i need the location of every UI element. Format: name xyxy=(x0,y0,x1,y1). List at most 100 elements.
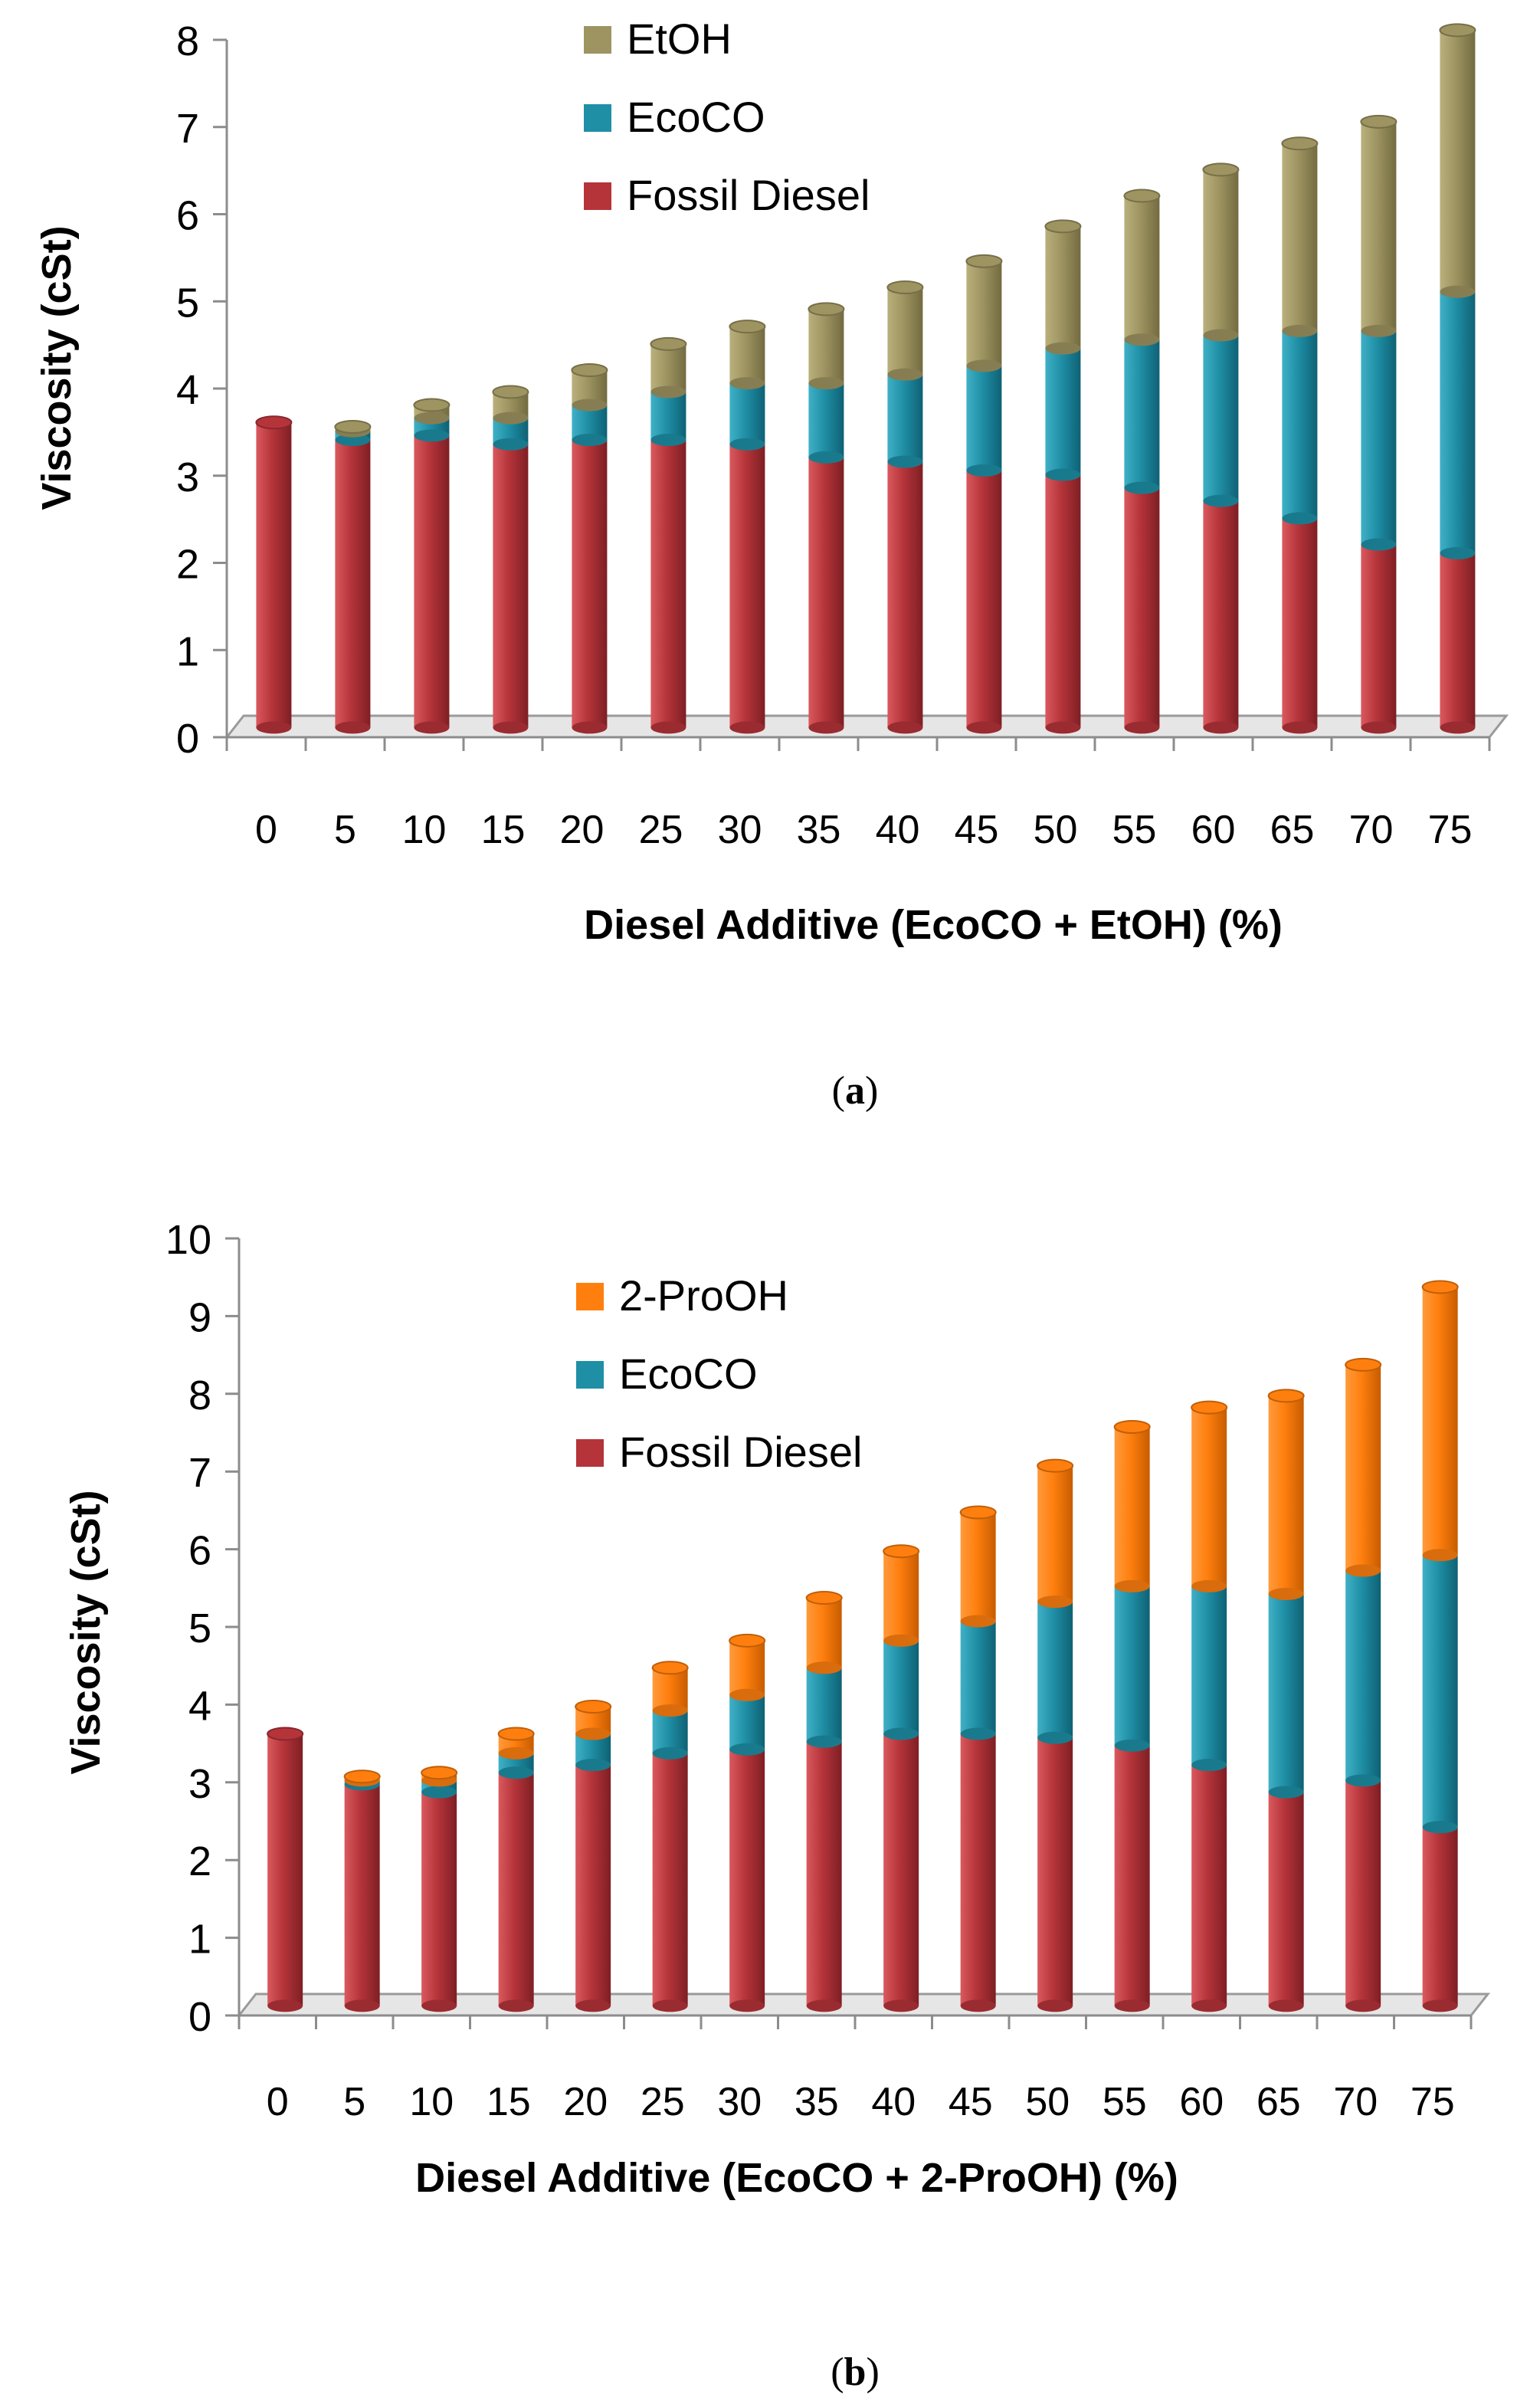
bar-fossil-diesel xyxy=(1203,500,1239,728)
x-tick-label: 70 xyxy=(1333,2080,1378,2124)
bar-cap xyxy=(1360,114,1397,129)
bar-segment-edge xyxy=(652,1746,688,1760)
bar-segment-edge xyxy=(883,1727,919,1740)
bar-2-prooh xyxy=(1268,1396,1304,1594)
bar-fossil-diesel xyxy=(498,1773,534,2006)
y-tick-label: 1 xyxy=(176,628,199,674)
bar-ecoco xyxy=(1361,330,1397,545)
bar-segment-edge xyxy=(414,721,450,734)
x-tick-label: 35 xyxy=(795,2080,839,2124)
bar-segment-edge xyxy=(806,1735,842,1748)
bar-segment-edge xyxy=(1114,1579,1150,1592)
bar-fossil-diesel xyxy=(729,444,765,728)
x-axis-title: Diesel Additive (EcoCO + EtOH) (%) xyxy=(584,902,1283,948)
bar-segment-edge xyxy=(729,721,765,734)
bar-2-prooh xyxy=(729,1640,765,1695)
y-tick-label: 8 xyxy=(176,18,199,64)
legend-label: Fossil Diesel xyxy=(627,171,870,219)
bar-segment-edge xyxy=(493,721,529,734)
bar-cap xyxy=(492,385,529,399)
bar-etoh xyxy=(650,343,686,392)
x-tick-label: 15 xyxy=(481,808,526,852)
bar-ecoco xyxy=(808,383,844,458)
bar-fossil-diesel xyxy=(1422,1827,1458,2006)
bar-segment-edge xyxy=(1114,1999,1150,2012)
bar-segment-edge xyxy=(1268,1587,1304,1600)
bar-segment-edge xyxy=(1191,1759,1227,1772)
bar-segment-edge xyxy=(1045,468,1081,481)
bar-segment-edge xyxy=(966,464,1002,477)
bar-etoh xyxy=(887,287,923,375)
bar-segment-edge xyxy=(729,438,765,451)
bar-segment-edge xyxy=(344,1999,380,2012)
bar-fossil-diesel xyxy=(650,440,686,728)
y-tick-label: 5 xyxy=(176,280,199,326)
bar-segment-edge xyxy=(1282,721,1318,734)
bar-segment-edge xyxy=(1045,342,1081,355)
bar-ecoco xyxy=(1345,1570,1381,1781)
bar-segment-edge xyxy=(1361,324,1397,337)
bar-segment-edge xyxy=(1345,1774,1381,1787)
bar-segment-edge xyxy=(966,359,1002,372)
bar-segment-edge xyxy=(335,434,371,447)
legend-swatch xyxy=(584,104,611,132)
bar-cap xyxy=(1113,1419,1151,1434)
bar-ecoco xyxy=(960,1621,996,1734)
legend-swatch xyxy=(584,26,611,54)
x-tick-label: 60 xyxy=(1179,2080,1224,2124)
bar-segment-edge xyxy=(1037,1999,1073,2012)
y-tick-label: 4 xyxy=(176,367,199,413)
bar-segment-edge xyxy=(1045,721,1081,734)
legend-label: EtOH xyxy=(627,15,732,63)
x-tick-label: 55 xyxy=(1103,2080,1147,2124)
bar-segment-edge xyxy=(650,721,686,734)
y-tick-label: 6 xyxy=(176,193,199,239)
x-tick-label: 20 xyxy=(563,2080,608,2124)
x-tick-label: 75 xyxy=(1411,2080,1455,2124)
bar-fossil-diesel xyxy=(966,470,1002,728)
bar-ecoco xyxy=(729,383,765,444)
bar-etoh xyxy=(729,326,765,384)
x-tick-label: 35 xyxy=(797,808,841,852)
bar-segment-edge xyxy=(1037,1731,1073,1744)
bar-segment-edge xyxy=(498,1746,534,1760)
y-tick-label: 5 xyxy=(188,1605,211,1651)
bar-segment-edge xyxy=(493,412,529,425)
bar-cap xyxy=(1439,23,1476,38)
bar-segment-edge xyxy=(1345,1999,1381,2012)
bar-segment-edge xyxy=(1191,1579,1227,1592)
bar-segment-edge xyxy=(960,1999,996,2012)
bar-segment-edge xyxy=(1361,721,1397,734)
x-tick-label: 45 xyxy=(955,808,999,852)
bar-segment-edge xyxy=(575,1999,611,2012)
legend-label: Fossil Diesel xyxy=(619,1428,862,1476)
bar-ecoco xyxy=(650,392,686,441)
bar-cap xyxy=(1123,189,1161,203)
bar-segment-edge xyxy=(887,721,923,734)
bar-cap xyxy=(650,336,687,351)
x-axis-title: Diesel Additive (EcoCO + 2-ProOH) (%) xyxy=(415,2155,1178,2201)
legend-swatch xyxy=(576,1361,604,1389)
legend-swatch xyxy=(576,1283,604,1310)
bar-segment-edge xyxy=(335,721,371,734)
bar-segment-edge xyxy=(575,1759,611,1772)
bar-fossil-diesel xyxy=(421,1792,457,2006)
bar-ecoco xyxy=(1282,330,1318,519)
y-tick-label: 0 xyxy=(176,716,199,762)
bar-segment-edge xyxy=(1268,1999,1304,2012)
bar-fossil-diesel xyxy=(883,1733,919,2006)
x-tick-label: 70 xyxy=(1349,808,1394,852)
bar-cap xyxy=(965,254,1003,268)
bar-etoh xyxy=(1440,30,1476,292)
bar-2-prooh xyxy=(1114,1426,1150,1586)
bar-segment-edge xyxy=(498,1766,534,1779)
x-tick-label: 50 xyxy=(1034,808,1078,852)
x-tick-label: 50 xyxy=(1025,2080,1070,2124)
bar-fossil-diesel xyxy=(335,440,371,728)
bar-fossil-diesel xyxy=(267,1733,303,2006)
bar-fossil-diesel xyxy=(493,444,529,728)
bar-segment-edge xyxy=(421,1786,457,1799)
x-tick-label: 60 xyxy=(1191,808,1236,852)
bar-2-prooh xyxy=(1422,1287,1458,1556)
